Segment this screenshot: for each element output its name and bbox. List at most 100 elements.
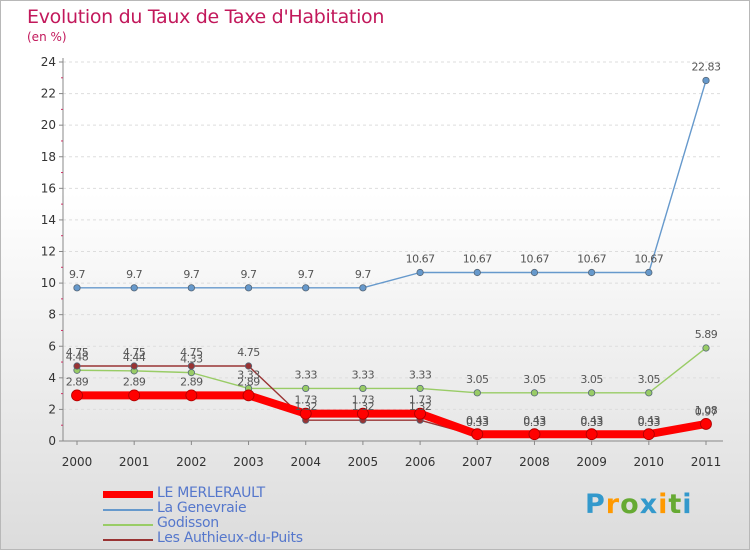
y-tick-label: 14: [41, 213, 56, 227]
logo-letter: r: [605, 489, 621, 520]
logo-letter: P: [585, 489, 606, 520]
legend-swatch: [103, 491, 153, 498]
data-label: 1.08: [695, 404, 718, 417]
series-line-0: [73, 391, 710, 439]
data-point: [242, 389, 255, 402]
data-label: 10.67: [463, 253, 492, 266]
data-point: [700, 418, 712, 430]
data-label: 2.89: [180, 375, 203, 388]
y-tick-label: 6: [48, 339, 56, 353]
x-tick-label: 2005: [348, 455, 379, 469]
data-label: 9.7: [126, 268, 142, 281]
data-point: [645, 268, 653, 277]
data-label: 0.33: [466, 416, 489, 429]
logo-letter: i: [682, 489, 693, 520]
data-point: [702, 344, 710, 352]
data-point: [471, 428, 484, 441]
x-tick-label: 2000: [62, 455, 93, 469]
x-tick-label: 2009: [576, 455, 607, 469]
data-label: 9.7: [69, 268, 85, 281]
data-label: 9.7: [241, 268, 257, 281]
y-tick-label: 2: [48, 402, 56, 416]
data-label: 4.75: [180, 346, 203, 359]
data-point: [530, 389, 539, 397]
data-point: [416, 384, 424, 393]
logo-letter: x: [639, 489, 659, 520]
y-tick-label: 0: [48, 434, 56, 448]
data-label: 22.83: [692, 60, 721, 73]
data-label: 1.73: [352, 394, 375, 407]
x-tick-label: 2001: [119, 455, 150, 469]
legend-swatch: [103, 539, 153, 541]
y-tick-label: 20: [41, 118, 56, 132]
data-label: 4.75: [237, 346, 260, 359]
data-point: [359, 284, 367, 292]
data-label: 3.05: [638, 373, 661, 386]
series-line-3: [76, 365, 707, 437]
data-point: [130, 362, 138, 370]
data-label: 3.05: [580, 373, 603, 386]
data-label: 0.33: [638, 416, 661, 429]
data-point: [642, 428, 655, 441]
data-point: [187, 284, 195, 292]
data-label: 9.7: [183, 268, 199, 281]
data-label: 1.32: [409, 400, 432, 413]
data-label: 9.7: [355, 268, 371, 281]
data-point: [528, 428, 541, 441]
logo-letter: o: [620, 489, 640, 520]
proxiti-logo: Proxiti: [585, 489, 693, 520]
data-label: 4.48: [66, 350, 89, 363]
data-point: [302, 384, 310, 393]
y-tick-label: 22: [41, 87, 56, 101]
data-point: [71, 389, 83, 402]
data-point: [585, 428, 598, 441]
series-line-2: [76, 347, 707, 394]
data-label: 2.89: [237, 375, 260, 388]
data-point: [244, 284, 253, 292]
y-tick-label: 12: [41, 245, 56, 259]
data-point: [244, 362, 253, 370]
data-label: 10.67: [634, 253, 663, 266]
x-tick-label: 2011: [691, 455, 722, 469]
y-tick-label: 18: [41, 150, 56, 164]
data-label: 4.33: [180, 353, 203, 366]
data-label: 5.89: [695, 328, 718, 341]
data-label: 4.75: [66, 346, 89, 359]
data-label: 3.33: [237, 368, 260, 381]
data-point: [357, 407, 369, 420]
data-point: [416, 268, 424, 277]
data-point: [73, 362, 81, 370]
data-label: 0.43: [638, 414, 661, 427]
y-tick-label: 24: [41, 55, 56, 69]
data-point: [185, 389, 198, 402]
logo-letter: i: [658, 489, 669, 520]
y-tick-label: 4: [48, 371, 56, 385]
data-label: 0.33: [523, 416, 546, 429]
data-label: 0.43: [466, 414, 489, 427]
data-label: 2.89: [123, 375, 146, 388]
data-point: [73, 284, 81, 292]
legend-swatch: [103, 509, 153, 511]
y-tick-label: 10: [41, 276, 56, 290]
series-line-1: [76, 79, 707, 289]
legend-swatch: [103, 524, 153, 526]
legend-label: Les Authieux-du-Puits: [157, 530, 303, 546]
data-label: 1.73: [294, 394, 317, 407]
data-label: 4.44: [123, 351, 146, 364]
data-point: [359, 384, 367, 393]
data-point: [302, 284, 310, 292]
data-label: 3.05: [466, 373, 489, 386]
data-label: 10.67: [577, 253, 606, 266]
legend-label: Godisson: [157, 515, 219, 531]
data-point: [645, 389, 653, 397]
chart-subtitle: (en %): [27, 30, 67, 44]
data-point: [530, 268, 539, 277]
data-point: [588, 389, 596, 397]
data-label: 10.67: [406, 253, 435, 266]
x-tick-label: 2003: [233, 455, 264, 469]
data-label: 3.33: [409, 368, 432, 381]
data-label: 4.75: [123, 346, 146, 359]
data-point: [702, 76, 710, 85]
